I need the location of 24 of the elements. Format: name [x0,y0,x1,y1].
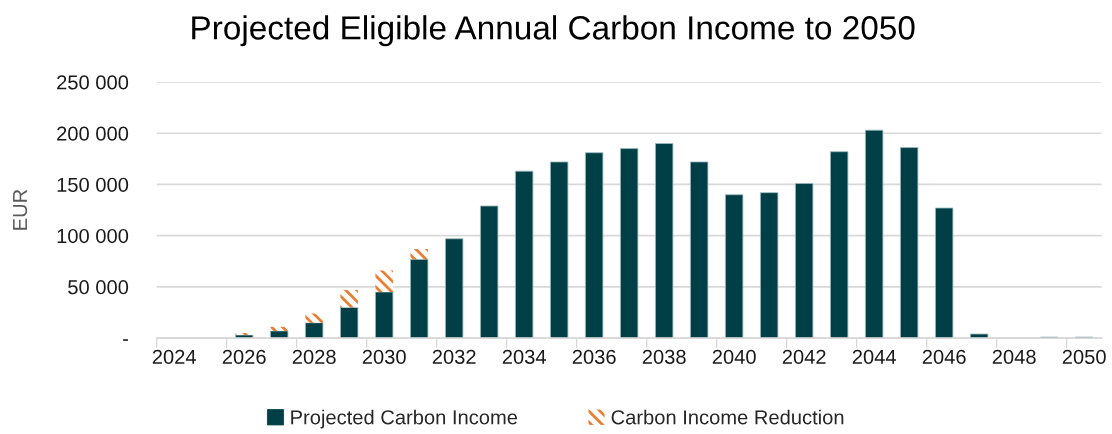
x-tick-label: 2036 [572,349,616,364]
chart-title: Projected Eligible Annual Carbon Income to 2050 [192,15,915,47]
y-tick-label: 100 000 [57,228,129,244]
y-tick-label: 200 000 [57,126,129,141]
x-tick-label: 2028 [292,349,336,364]
x-tick-label: 2030 [362,349,406,364]
y-tick-label: - [123,339,129,341]
y-tick-label: 50 000 [68,280,129,295]
x-tick-label: 2046 [922,349,966,364]
legend-label: Projected Carbon Income [291,409,518,429]
x-tick-label: 2038 [642,349,686,364]
x-tick-label: 2044 [852,349,896,364]
x-tick-label: 2034 [502,349,546,364]
y-axis-title: EUR [13,189,28,230]
x-tick-label: 2024 [152,349,196,364]
x-tick-label: 2050 [1062,349,1106,364]
legend-label: Carbon Income Reduction [611,409,844,425]
x-tick-label: 2040 [712,349,756,364]
y-tick-label: 250 000 [57,75,129,90]
x-tick-label: 2042 [782,349,826,364]
y-tick-label: 150 000 [57,177,129,192]
x-tick-label: 2026 [222,349,266,364]
x-tick-label: 2032 [432,349,476,364]
x-tick-label: 2048 [992,349,1036,364]
